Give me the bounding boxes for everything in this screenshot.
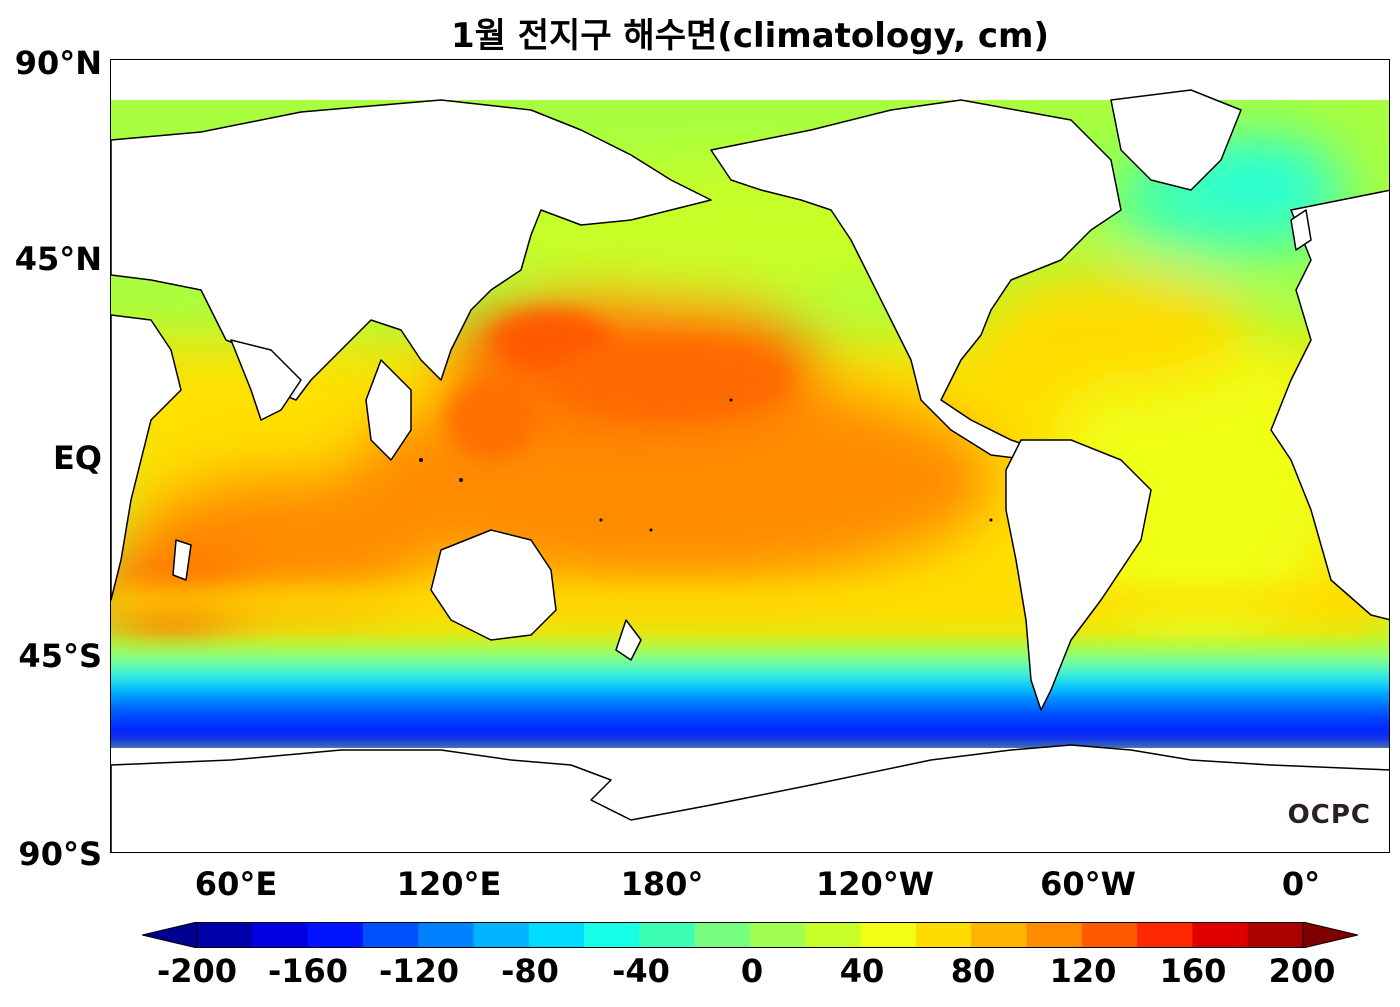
ocpc-logo: OCPC xyxy=(1287,800,1371,830)
antarctica xyxy=(111,744,1389,852)
australia xyxy=(430,529,557,641)
colorbar-cell xyxy=(197,922,253,948)
sea-level-map: OCPC xyxy=(110,59,1390,853)
colorbar-cell xyxy=(1247,922,1304,948)
colorbar-cell xyxy=(694,922,751,948)
colorbar-cell xyxy=(1192,922,1249,948)
india xyxy=(230,339,302,421)
x-tick-label: 0° xyxy=(1281,865,1321,903)
africa-edge xyxy=(111,314,182,601)
y-tick-label: EQ xyxy=(52,439,102,477)
colorbar-cell xyxy=(362,922,419,948)
colorbar-cell xyxy=(252,922,309,948)
x-tick-label: 120°E xyxy=(396,865,502,903)
colorbar-border xyxy=(196,922,1304,948)
colorbar-under-arrow xyxy=(142,922,198,948)
colorbar-tick-label: -40 xyxy=(612,952,670,990)
colorbar-tick-label: -120 xyxy=(378,952,460,990)
y-tick-label: 45°N xyxy=(14,240,102,278)
colorbar-tick-label: 200 xyxy=(1268,952,1336,990)
colorbar-cell xyxy=(307,922,364,948)
south-america xyxy=(1005,439,1152,711)
islands xyxy=(419,398,993,532)
colorbar-cell xyxy=(750,922,806,948)
colorbar-cell xyxy=(528,922,585,948)
colorbar-cell xyxy=(860,922,917,948)
colorbar-tick-label: 120 xyxy=(1049,952,1117,990)
new-zealand xyxy=(615,619,642,661)
colorbar-cell xyxy=(473,922,530,948)
y-tick-label: 90°S xyxy=(18,835,102,873)
colorbar-cell xyxy=(418,922,474,948)
colorbar-over-arrow xyxy=(1302,922,1358,948)
chart-title: 1월 전지구 해수면(climatology, cm) xyxy=(450,16,1050,56)
madagascar xyxy=(172,539,192,581)
y-tick-label: 90°N xyxy=(14,44,102,82)
colorbar-tick-label: 80 xyxy=(950,952,996,990)
europe-africa-right xyxy=(1270,189,1389,621)
colorbar-cell xyxy=(805,922,862,948)
colorbar-tick-label: 40 xyxy=(839,952,885,990)
colorbar-tick-label: -160 xyxy=(267,952,349,990)
british-isles xyxy=(1290,209,1312,251)
greenland xyxy=(1110,89,1242,191)
colorbar-cell xyxy=(1081,922,1138,948)
colorbar-tick-label: -200 xyxy=(156,952,238,990)
se-asia xyxy=(365,359,412,461)
colorbar-cell xyxy=(915,922,972,948)
x-tick-label: 180° xyxy=(620,865,704,903)
colorbar-tick-label: 160 xyxy=(1159,952,1227,990)
land-masses xyxy=(111,89,1389,852)
colorbar-cell xyxy=(1137,922,1193,948)
y-tick-label: 45°S xyxy=(18,637,102,675)
x-tick-label: 120°W xyxy=(815,865,935,903)
colorbar xyxy=(142,922,1358,948)
north-america xyxy=(710,99,1122,461)
map-svg xyxy=(111,60,1389,852)
x-tick-label: 60°W xyxy=(1040,865,1136,903)
x-tick-label: 60°E xyxy=(194,865,278,903)
colorbar-tick-label: 0 xyxy=(740,952,764,990)
colorbar-tick-label: -80 xyxy=(501,952,559,990)
colorbar-cell xyxy=(639,922,696,948)
colorbar-cell xyxy=(584,922,640,948)
colorbar-cell xyxy=(971,922,1027,948)
colorbar-cell xyxy=(1026,922,1083,948)
